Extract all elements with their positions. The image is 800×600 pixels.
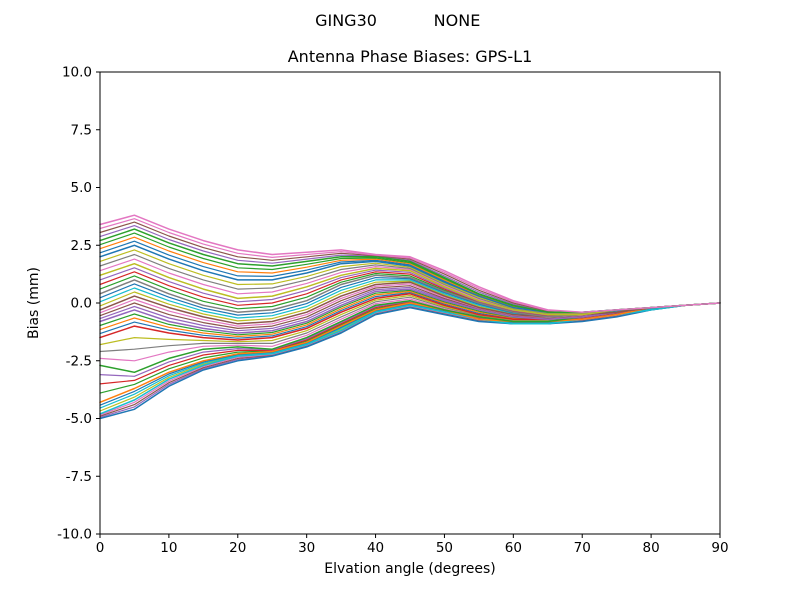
x-tick-label: 20 bbox=[229, 540, 246, 556]
figure-suptitle-left: GING30 bbox=[315, 11, 377, 30]
y-tick-label: -10.0 bbox=[57, 527, 92, 543]
y-tick-label: 10.0 bbox=[62, 65, 92, 81]
x-tick-label: 90 bbox=[711, 540, 728, 556]
series-line bbox=[99, 302, 721, 420]
x-tick-label: 40 bbox=[367, 540, 384, 556]
x-tick-label: 0 bbox=[96, 540, 105, 556]
x-tick-label: 10 bbox=[160, 540, 177, 556]
y-tick-label: 5.0 bbox=[71, 180, 92, 196]
x-tick-label: 60 bbox=[505, 540, 522, 556]
y-tick-label: 2.5 bbox=[71, 238, 92, 254]
series-line bbox=[99, 281, 721, 325]
y-tick-label: 7.5 bbox=[71, 122, 92, 138]
series-group bbox=[99, 214, 721, 420]
series-line bbox=[99, 214, 721, 313]
series-line bbox=[99, 302, 721, 406]
y-axis-label: Bias (mm) bbox=[26, 267, 42, 339]
y-tick-label: -5.0 bbox=[66, 411, 92, 427]
series-line bbox=[99, 302, 721, 404]
x-tick-label: 30 bbox=[298, 540, 315, 556]
y-tick-label: -2.5 bbox=[66, 353, 92, 369]
series-line bbox=[99, 302, 721, 412]
y-tick-label: -7.5 bbox=[66, 469, 92, 485]
x-tick-label: 80 bbox=[643, 540, 660, 556]
y-tick-label: 0.0 bbox=[71, 296, 92, 312]
x-tick-label: 70 bbox=[574, 540, 591, 556]
chart-title: Antenna Phase Biases: GPS-L1 bbox=[288, 47, 533, 66]
ticks-group: 0 10 20 30 40 50 60 70 80 90 10.0 7.5 5.0 2.5 0.0 -2.5 -… bbox=[57, 65, 729, 557]
figure-suptitle-right: NONE bbox=[434, 11, 481, 30]
x-tick-label: 50 bbox=[436, 540, 453, 556]
x-axis-label: Elvation angle (degrees) bbox=[324, 561, 495, 577]
